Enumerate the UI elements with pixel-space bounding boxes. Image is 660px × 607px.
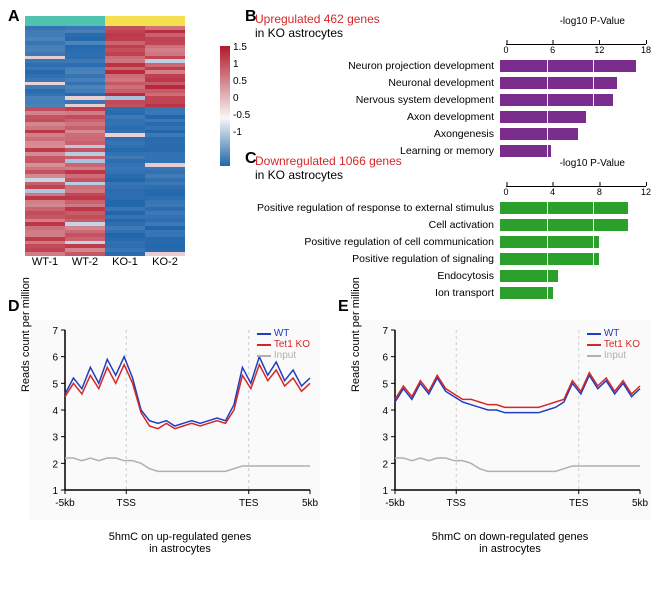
svg-text:-5kb: -5kb (55, 498, 75, 509)
bar (500, 77, 617, 89)
linechart-upregulated: Reads count per million 1234567-5kbTSSTE… (30, 320, 330, 555)
barchart-c-title-red: Downregulated 1066 genes (255, 154, 402, 168)
svg-text:1: 1 (382, 486, 388, 497)
barchart-downregulated: Downregulated 1066 genes in KO astrocyte… (255, 154, 655, 302)
bar-label: Nervous system development (255, 94, 500, 106)
svg-text:5: 5 (52, 379, 58, 390)
bar (500, 202, 628, 214)
svg-text:2: 2 (382, 459, 388, 470)
svg-text:2: 2 (52, 459, 58, 470)
svg-text:7: 7 (382, 326, 388, 337)
heatmap-group-bar (25, 16, 185, 26)
linechart-downregulated: Reads count per million 1234567-5kbTSSTE… (360, 320, 660, 555)
bar (500, 128, 578, 140)
heatmap-body (25, 26, 185, 256)
svg-text:4: 4 (382, 406, 388, 417)
svg-text:6: 6 (382, 353, 388, 364)
bar-label: Positive regulation of cell communicatio… (255, 236, 500, 248)
bar-label: Positive regulation of signaling (255, 253, 500, 265)
linechart-e-legend: WTTet1 KOInput (587, 328, 640, 361)
bar-label: Ion transport (255, 287, 500, 299)
heatmap-panel: WT-1WT-2KO-1KO-2 1.510.50-0.5-1 (25, 16, 225, 276)
svg-text:TSS: TSS (447, 498, 467, 509)
linechart-e-ylabel: Reads count per million (350, 277, 362, 392)
svg-text:5kb: 5kb (302, 498, 319, 509)
svg-text:3: 3 (382, 433, 388, 444)
linechart-e-caption: 5hmC on down-regulated genes in astrocyt… (360, 531, 660, 555)
barchart-c-axis-title: -log10 P-Value (560, 158, 635, 169)
svg-text:-5kb: -5kb (385, 498, 405, 509)
svg-text:5kb: 5kb (632, 498, 649, 509)
svg-text:6: 6 (52, 353, 58, 364)
barchart-b-xaxis: 061218 (506, 44, 646, 58)
svg-text:TSS: TSS (117, 498, 137, 509)
bar-label: Positive regulation of response to exter… (255, 202, 500, 214)
barchart-c-xaxis: 04812 (506, 186, 646, 200)
bar-label: Axon development (255, 111, 500, 123)
svg-text:3: 3 (52, 433, 58, 444)
bar-label: Neuron projection development (255, 60, 500, 72)
bar (500, 111, 586, 123)
bar-label: Neuronal development (255, 77, 500, 89)
bar-label: Axongenesis (255, 128, 500, 140)
barchart-c-title-black: in KO astrocytes (255, 168, 343, 182)
linechart-e-caption2: in astrocytes (479, 543, 541, 555)
panel-label-a: A (8, 8, 20, 26)
heatmap-colorbar-ticks: 1.510.50-0.5-1 (233, 42, 250, 144)
barchart-b-title-black: in KO astrocytes (255, 26, 343, 40)
barchart-b-title-red: Upregulated 462 genes (255, 12, 380, 26)
svg-text:TES: TES (569, 498, 589, 509)
heatmap-colorbar (220, 46, 230, 166)
barchart-b-axis-title: -log10 P-Value (560, 16, 635, 27)
barchart-b-rows: Neuron projection development Neuronal de… (255, 58, 655, 158)
bar (500, 219, 628, 231)
bar (500, 270, 558, 282)
linechart-d-legend: WTTet1 KOInput (257, 328, 310, 361)
svg-text:TES: TES (239, 498, 259, 509)
bar-label: Endocytosis (255, 270, 500, 282)
bar (500, 236, 599, 248)
bar-label: Cell activation (255, 219, 500, 231)
barchart-upregulated: Upregulated 462 genes in KO astrocytes -… (255, 12, 655, 160)
bar (500, 287, 553, 299)
svg-text:4: 4 (52, 406, 58, 417)
svg-text:7: 7 (52, 326, 58, 337)
bar (500, 60, 636, 72)
barchart-c-rows: Positive regulation of response to exter… (255, 200, 655, 300)
bar (500, 253, 599, 265)
linechart-d-caption: 5hmC on up-regulated genes in astrocytes (30, 531, 330, 555)
linechart-e-caption1: 5hmC on down-regulated genes (432, 531, 589, 543)
panel-label-d: D (8, 298, 20, 316)
svg-text:5: 5 (382, 379, 388, 390)
svg-text:1: 1 (52, 486, 58, 497)
linechart-d-caption1: 5hmC on up-regulated genes (109, 531, 251, 543)
linechart-d-ylabel: Reads count per million (20, 277, 32, 392)
heatmap-column-labels: WT-1WT-2KO-1KO-2 (25, 256, 185, 268)
linechart-d-caption2: in astrocytes (149, 543, 211, 555)
bar (500, 94, 613, 106)
